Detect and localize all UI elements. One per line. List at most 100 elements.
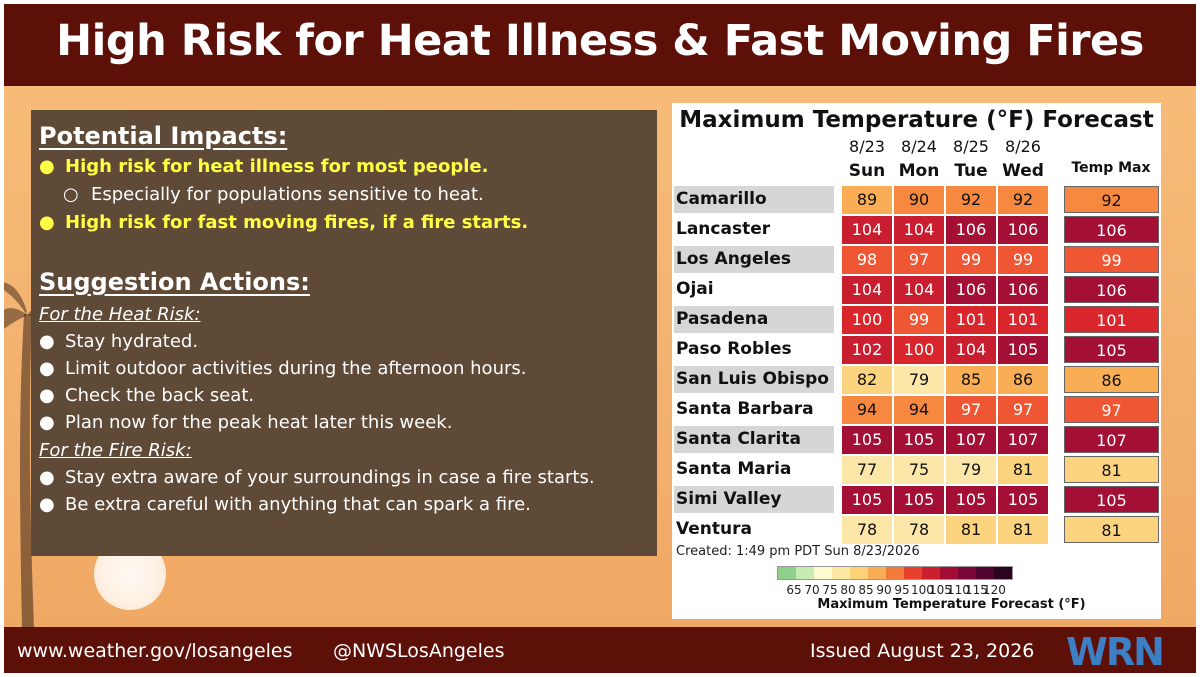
temp-cell: 97 — [894, 246, 944, 274]
max-temp-cell: 99 — [1064, 246, 1159, 273]
header-banner: High Risk for Heat Illness & Fast Moving… — [4, 4, 1196, 86]
social-handle[interactable]: @NWSLosAngeles — [333, 640, 505, 662]
max-temp-cell: 97 — [1064, 396, 1159, 423]
city-label: Paso Robles — [676, 339, 792, 359]
impact-item: ● High risk for heat illness for most peo… — [39, 156, 489, 177]
temp-cell: 86 — [998, 366, 1048, 394]
temp-cell: 102 — [842, 336, 892, 364]
legend-swatch — [778, 567, 796, 579]
city-label: San Luis Obispo — [676, 369, 829, 389]
city-label: Santa Maria — [676, 459, 792, 479]
temp-cell: 105 — [842, 426, 892, 454]
heat-risk-heading: For the Heat Risk: — [39, 304, 201, 325]
legend-ticks: 65 70 75 80 85 90 95 100 105 110 115 120 — [785, 583, 1006, 597]
heat-action-item: ● Stay hydrated. — [39, 331, 199, 352]
legend-swatch — [976, 567, 994, 579]
legend-swatch — [796, 567, 814, 579]
legend-swatch — [886, 567, 904, 579]
website-link[interactable]: www.weather.gov/losangeles — [17, 640, 293, 662]
temp-cell: 106 — [998, 216, 1048, 244]
temp-cell: 94 — [842, 396, 892, 424]
max-temp-cell: 106 — [1064, 276, 1159, 303]
temp-cell: 106 — [998, 276, 1048, 304]
temp-cell: 104 — [842, 216, 892, 244]
temp-cell: 98 — [842, 246, 892, 274]
city-label: Simi Valley — [676, 489, 782, 509]
city-label: Santa Clarita — [676, 429, 801, 449]
temp-cell: 104 — [946, 336, 996, 364]
temp-cell: 105 — [946, 486, 996, 514]
heat-action-item: ● Limit outdoor activities during the aft… — [39, 358, 527, 379]
issued-date: Issued August 23, 2026 — [810, 640, 1035, 662]
legend-tick-label: 75 — [822, 583, 838, 597]
city-label: Pasadena — [676, 309, 769, 329]
temp-cell: 105 — [998, 486, 1048, 514]
impacts-title: Potential Impacts: — [39, 122, 288, 150]
temp-cell: 105 — [998, 336, 1048, 364]
temp-cell: 104 — [894, 216, 944, 244]
footer-bar: www.weather.gov/losangeles @NWSLosAngele… — [4, 627, 1196, 673]
legend-tick-label: 65 — [786, 583, 802, 597]
temp-cell: 100 — [894, 336, 944, 364]
forecast-title: Maximum Temperature (°F) Forecast — [679, 107, 1154, 133]
temp-cell: 94 — [894, 396, 944, 424]
legend-tick-label: 85 — [858, 583, 874, 597]
max-temp-cell: 106 — [1064, 216, 1159, 243]
legend-tick-label: 80 — [840, 583, 856, 597]
row-background — [674, 246, 834, 273]
created-timestamp: Created: 1:49 pm PDT Sun 8/23/2026 — [676, 544, 920, 559]
city-label: Los Angeles — [676, 249, 791, 269]
svg-text:WRN: WRN — [1066, 630, 1163, 671]
actions-title: Suggestion Actions: — [39, 268, 310, 296]
column-day: Tue — [954, 161, 988, 181]
legend-swatch — [832, 567, 850, 579]
row-background — [674, 306, 834, 333]
wrn-logo: WRN — [1066, 630, 1165, 671]
impacts-panel: Potential Impacts: ● High risk for heat i… — [31, 110, 657, 556]
max-temp-cell: 105 — [1064, 486, 1159, 513]
row-background — [674, 456, 834, 483]
temp-cell: 82 — [842, 366, 892, 394]
temp-cell: 99 — [998, 246, 1048, 274]
fire-risk-heading: For the Fire Risk: — [39, 440, 192, 461]
row-background — [674, 516, 834, 543]
legend-swatch — [994, 567, 1012, 579]
temp-cell: 106 — [946, 216, 996, 244]
impact-item: ● High risk for fast moving fires, if a f… — [39, 212, 529, 233]
page-title: High Risk for Heat Illness & Fast Moving… — [56, 16, 1144, 66]
temp-cell: 99 — [946, 246, 996, 274]
city-label: Camarillo — [676, 189, 767, 209]
temp-cell: 89 — [842, 186, 892, 214]
legend-tick-label: 120 — [983, 583, 1006, 597]
legend-swatch — [850, 567, 868, 579]
row-background — [674, 396, 834, 423]
temp-cell: 99 — [894, 306, 944, 334]
legend-title: Maximum Temperature Forecast (°F) — [817, 597, 1086, 612]
temp-cell: 107 — [946, 426, 996, 454]
city-label: Ojai — [676, 279, 714, 299]
column-date: 8/23 — [849, 137, 885, 156]
fire-action-item: ● Be extra careful with anything that can… — [39, 494, 531, 515]
row-background — [674, 366, 834, 393]
legend-swatch — [814, 567, 832, 579]
temp-cell: 90 — [894, 186, 944, 214]
heat-action-item: ● Plan now for the peak heat later this w… — [39, 412, 453, 433]
legend-tick-label: 70 — [804, 583, 820, 597]
temp-cell: 78 — [894, 516, 944, 544]
impact-subitem: ○ Especially for populations sensitive to… — [63, 184, 484, 205]
column-day: Wed — [1002, 161, 1044, 181]
legend-tick-label: 105 — [929, 583, 952, 597]
temp-cell: 79 — [894, 366, 944, 394]
temp-cell: 97 — [946, 396, 996, 424]
legend-swatch — [958, 567, 976, 579]
heat-action-item: ● Check the back seat. — [39, 385, 255, 406]
row-background — [674, 276, 834, 303]
temp-cell: 92 — [998, 186, 1048, 214]
temp-cell: 85 — [946, 366, 996, 394]
legend-swatch — [940, 567, 958, 579]
max-temp-cell: 81 — [1064, 516, 1159, 543]
temp-cell: 97 — [998, 396, 1048, 424]
temp-cell: 104 — [842, 276, 892, 304]
temp-cell: 81 — [946, 516, 996, 544]
max-temp-cell: 81 — [1064, 456, 1159, 483]
